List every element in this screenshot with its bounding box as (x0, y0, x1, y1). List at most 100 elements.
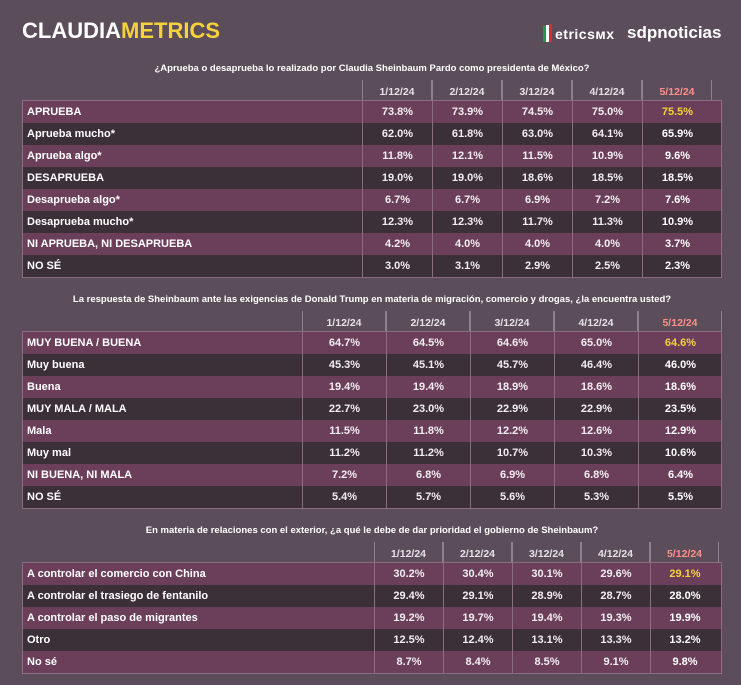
row-label: MUY MALA / MALA (27, 403, 127, 415)
cell-value: 22.7% (302, 398, 386, 420)
cell-value: 12.3% (362, 211, 432, 233)
date-header: 5/12/24 (638, 311, 722, 331)
cell-value: 23.5% (638, 398, 722, 420)
row-label: No sé (27, 656, 57, 668)
cell-value: 29.4% (374, 585, 443, 607)
row-label: A controlar el comercio con China (27, 568, 206, 580)
cell-value: 10.7% (470, 442, 554, 464)
table-row: NI APRUEBA, NI DESAPRUEBA 4.2% 4.0% 4.0% 4.0… (23, 233, 721, 255)
cell-value: 5.5% (638, 486, 722, 508)
question-title: ¿Aprueba o desaprueba lo realizado por C… (154, 63, 590, 74)
cell-value: 73.8% (362, 101, 432, 123)
row-label: Buena (27, 381, 61, 393)
cell-value: 5.6% (470, 486, 554, 508)
date-header: 3/12/24 (502, 80, 572, 100)
question-title: La respuesta de Sheinbaum ante las exige… (72, 294, 672, 305)
cell-value: 8.5% (512, 651, 581, 673)
date-header: 2/12/24 (432, 80, 502, 100)
cell-value: 65.9% (642, 123, 712, 145)
row-label: Muy buena (27, 359, 85, 371)
cell-value: 29.1% (650, 563, 719, 585)
table-row: Aprueba algo* 11.8% 12.1% 11.5% 10.9% 9.6% (23, 145, 721, 167)
metricsmx-logo: etricsмx (543, 24, 615, 42)
brand-part1: CLAUDIA (22, 18, 121, 43)
cell-value: 28.9% (512, 585, 581, 607)
cell-value: 64.5% (386, 332, 470, 354)
cell-value: 4.0% (502, 233, 572, 255)
cell-value: 18.5% (572, 167, 642, 189)
cell-value: 13.3% (581, 629, 650, 651)
cell-value: 12.6% (554, 420, 638, 442)
cell-value: 9.8% (650, 651, 719, 673)
cell-value: 19.0% (362, 167, 432, 189)
cell-value: 74.5% (502, 101, 572, 123)
cell-value: 6.8% (386, 464, 470, 486)
cell-value: 19.2% (374, 607, 443, 629)
row-label: Desaprueba algo* (27, 194, 120, 206)
cell-value: 12.4% (443, 629, 512, 651)
cell-value: 18.5% (642, 167, 712, 189)
cell-value: 2.3% (642, 255, 712, 277)
row-label: MUY BUENA / BUENA (27, 337, 142, 349)
cell-value: 22.9% (470, 398, 554, 420)
cell-value: 19.9% (650, 607, 719, 629)
cell-value: 13.1% (512, 629, 581, 651)
date-header: 3/12/24 (512, 542, 581, 562)
cell-value: 75.5% (642, 101, 712, 123)
cell-value: 61.8% (432, 123, 502, 145)
cell-value: 10.9% (642, 211, 712, 233)
date-header: 5/12/24 (650, 542, 719, 562)
row-label: Aprueba algo* (27, 150, 102, 162)
table-row: NO SÉ 5.4% 5.7% 5.6% 5.3% 5.5% (23, 486, 721, 508)
date-header: 3/12/24 (470, 311, 554, 331)
cell-value: 19.4% (302, 376, 386, 398)
date-header-row: 1/12/24 2/12/24 3/12/24 4/12/24 5/12/24 (22, 542, 722, 562)
date-header-row: 1/12/24 2/12/24 3/12/24 4/12/24 5/12/24 (22, 80, 722, 100)
table-row: Buena 19.4% 19.4% 18.9% 18.6% 18.6% (23, 376, 721, 398)
cell-value: 30.2% (374, 563, 443, 585)
row-label: Aprueba mucho* (27, 128, 116, 140)
cell-value: 3.0% (362, 255, 432, 277)
row-label: NO SÉ (27, 260, 62, 272)
cell-value: 4.0% (432, 233, 502, 255)
claudiametrics-logo: CLAUDIAMETRICS (22, 18, 220, 44)
cell-value: 12.5% (374, 629, 443, 651)
cell-value: 18.6% (638, 376, 722, 398)
date-header: 2/12/24 (443, 542, 512, 562)
cell-value: 6.9% (502, 189, 572, 211)
cell-value: 10.6% (638, 442, 722, 464)
cell-value: 11.8% (362, 145, 432, 167)
date-header: 5/12/24 (642, 80, 712, 100)
cell-value: 65.0% (554, 332, 638, 354)
cell-value: 11.5% (302, 420, 386, 442)
date-header: 1/12/24 (302, 311, 386, 331)
table-row: Desaprueba algo* 6.7% 6.7% 6.9% 7.2% 7.6% (23, 189, 721, 211)
cell-value: 45.7% (470, 354, 554, 376)
cell-value: 63.0% (502, 123, 572, 145)
date-header: 4/12/24 (581, 542, 650, 562)
cell-value: 46.0% (638, 354, 722, 376)
table-body: MUY BUENA / BUENA 64.7% 64.5% 64.6% 65.0% 64.… (22, 331, 722, 509)
table-body: A controlar el comercio con China 30.2% 30… (22, 562, 722, 674)
partner1-text: etricsмx (555, 26, 615, 42)
table-row: A controlar el paso de migrantes 19.2% 19.… (23, 607, 721, 629)
cell-value: 12.3% (432, 211, 502, 233)
cell-value: 7.2% (572, 189, 642, 211)
cell-value: 12.9% (638, 420, 722, 442)
cell-value: 12.1% (432, 145, 502, 167)
cell-value: 18.6% (502, 167, 572, 189)
cell-value: 13.2% (650, 629, 719, 651)
cell-value: 19.0% (432, 167, 502, 189)
table-row: No sé 8.7% 8.4% 8.5% 9.1% 9.8% (23, 651, 721, 673)
brand-part2: METRICS (121, 18, 220, 43)
row-label: DESAPRUEBA (27, 172, 105, 184)
cell-value: 18.6% (554, 376, 638, 398)
cell-value: 5.4% (302, 486, 386, 508)
cell-value: 62.0% (362, 123, 432, 145)
cell-value: 6.7% (432, 189, 502, 211)
cell-value: 11.5% (502, 145, 572, 167)
mexico-flag-icon (543, 24, 552, 42)
header: CLAUDIAMETRICS etricsмx sdpnoticias (0, 0, 741, 60)
cell-value: 73.9% (432, 101, 502, 123)
table-row: NO SÉ 3.0% 3.1% 2.9% 2.5% 2.3% (23, 255, 721, 277)
